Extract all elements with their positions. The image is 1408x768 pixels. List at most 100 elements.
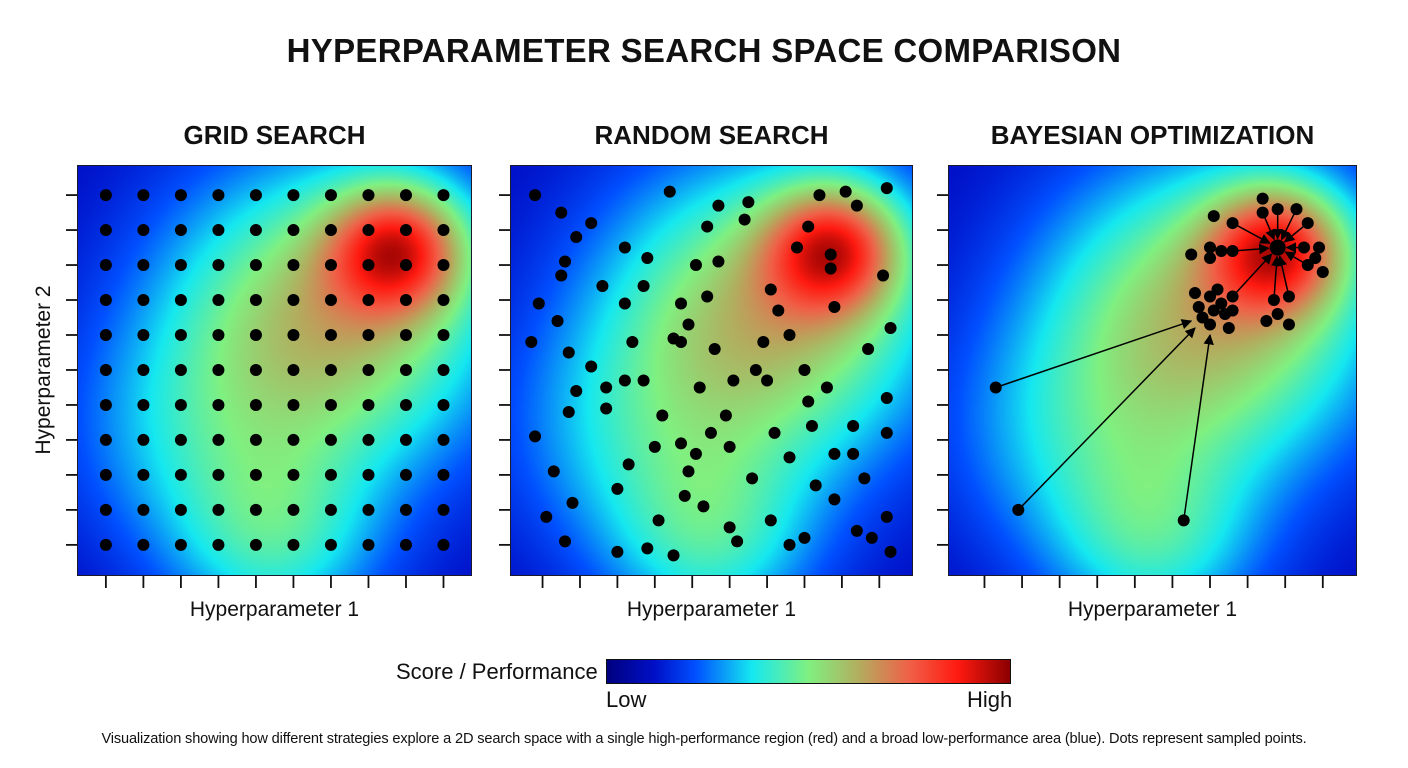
grid-sample-point [362,433,375,446]
bayesian-optimization-plot [937,165,1357,588]
grid-sample-point [174,294,187,307]
grid-sample-point [287,294,300,307]
random-sample-point [813,189,826,202]
random-sample-point [529,430,542,443]
random-sample-point [675,335,688,348]
grid-sample-point [437,433,450,446]
random-sample-point [555,269,568,282]
grid-sample-point [324,328,337,341]
grid-sample-point [437,398,450,411]
colorbar-label: Score / Performance [396,659,598,684]
grid-sample-point [399,224,412,237]
grid-search-plot [66,165,472,588]
refinement-sample-point [1267,294,1280,307]
random-sample-point [529,189,542,202]
random-sample-point [637,280,650,293]
grid-sample-point [324,294,337,307]
refinement-sample-point [1282,318,1295,331]
grid-sample-point [137,433,150,446]
random-sample-point [802,220,815,233]
refinement-sample-point [1204,241,1217,254]
grid-sample-point [399,503,412,516]
random-sample-point [828,493,841,506]
random-sample-point [648,440,661,453]
grid-sample-point [212,398,225,411]
random-sample-point [600,381,613,394]
random-sample-point [652,514,665,527]
random-sample-point [719,409,732,422]
random-sample-point [611,545,624,558]
cluster-sample-point [1207,304,1220,317]
grid-sample-point [287,538,300,551]
grid-sample-point [287,468,300,481]
grid-sample-point [212,224,225,237]
random-sample-point [820,381,833,394]
refinement-sample-point [1226,245,1239,258]
random-sample-point [570,231,583,244]
random-sample-point [858,472,871,485]
initial-sample-point [1012,503,1025,516]
grid-sample-point [249,259,262,272]
grid-sample-point [399,294,412,307]
grid-sample-point [137,259,150,272]
cluster-sample-point [1188,287,1201,300]
grid-sample-point [99,189,112,202]
random-sample-point [525,335,538,348]
grid-sample-point [287,224,300,237]
grid-sample-point [174,189,187,202]
random-sample-point [663,185,676,198]
grid-sample-point [324,503,337,516]
grid-sample-point [362,294,375,307]
random-sample-point [757,335,770,348]
grid-sample-point [99,328,112,341]
random-sample-point [678,489,691,502]
random-sample-point [783,328,796,341]
grid-sample-point [399,189,412,202]
grid-sample-point [437,363,450,376]
grid-sample-point [99,433,112,446]
grid-sample-point [137,503,150,516]
random-sample-point [768,426,781,439]
initial-sample-point [1177,514,1190,527]
figure-caption: Visualization showing how different stra… [101,731,1307,747]
random-sample-point [637,374,650,387]
grid-sample-point [174,503,187,516]
random-sample-point [839,185,852,198]
grid-sample-point [437,294,450,307]
random-sample-point [828,447,841,460]
grid-sample-point [174,398,187,411]
random-sample-point [783,538,796,551]
random-search-marks [499,182,897,588]
grid-sample-point [137,468,150,481]
random-sample-point [884,322,897,335]
random-sample-point [570,384,583,397]
x-axis-label: Hyperparameter 1 [1067,598,1238,621]
grid-sample-point [287,363,300,376]
refinement-sample-point [1301,259,1314,272]
grid-sample-point [212,468,225,481]
cluster-sample-point [1204,318,1217,331]
cluster-sample-point [1192,301,1205,314]
random-sample-point [689,447,702,460]
grid-search-marks [66,189,450,588]
cluster-sample-point [1219,308,1232,321]
grid-sample-point [399,398,412,411]
refinement-sample-point [1301,217,1314,230]
grid-sample-point [437,503,450,516]
random-sample-point [764,283,777,296]
random-sample-point [656,409,669,422]
random-sample-point [772,304,785,317]
grid-sample-point [249,468,262,481]
random-sample-point [555,206,568,219]
random-sample-point [641,252,654,265]
random-sample-point [675,437,688,450]
random-sample-point [749,363,762,376]
cluster-sample-point [1222,322,1235,335]
grid-sample-point [249,294,262,307]
grid-sample-point [324,433,337,446]
refinement-sample-point [1226,217,1239,230]
random-sample-point [828,301,841,314]
random-sample-point [559,255,572,268]
random-sample-point [738,213,751,226]
grid-sample-point [437,538,450,551]
